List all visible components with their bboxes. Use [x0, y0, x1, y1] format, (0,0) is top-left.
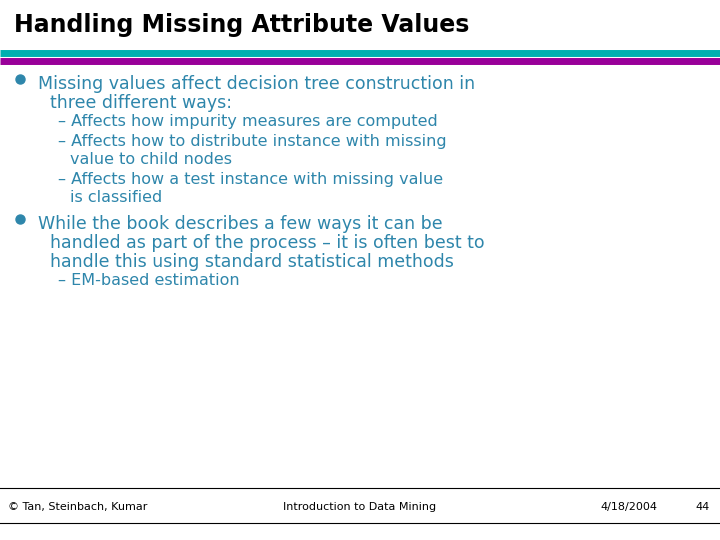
Text: © Tan, Steinbach, Kumar: © Tan, Steinbach, Kumar	[8, 502, 148, 512]
Text: While the book describes a few ways it can be: While the book describes a few ways it c…	[38, 215, 443, 233]
Text: handled as part of the process – it is often best to: handled as part of the process – it is o…	[50, 234, 485, 252]
Text: 44: 44	[695, 502, 709, 512]
Text: – EM-based estimation: – EM-based estimation	[58, 273, 240, 288]
Text: Handling Missing Attribute Values: Handling Missing Attribute Values	[14, 13, 469, 37]
Text: 4/18/2004: 4/18/2004	[600, 502, 657, 512]
Text: – Affects how to distribute instance with missing: – Affects how to distribute instance wit…	[58, 134, 446, 149]
Text: value to child nodes: value to child nodes	[70, 152, 232, 167]
Text: – Affects how impurity measures are computed: – Affects how impurity measures are comp…	[58, 114, 438, 129]
Text: handle this using standard statistical methods: handle this using standard statistical m…	[50, 253, 454, 271]
Text: – Affects how a test instance with missing value: – Affects how a test instance with missi…	[58, 172, 443, 187]
Text: three different ways:: three different ways:	[50, 94, 232, 112]
Text: Introduction to Data Mining: Introduction to Data Mining	[284, 502, 436, 512]
Text: is classified: is classified	[70, 190, 162, 205]
Text: Missing values affect decision tree construction in: Missing values affect decision tree cons…	[38, 75, 475, 93]
